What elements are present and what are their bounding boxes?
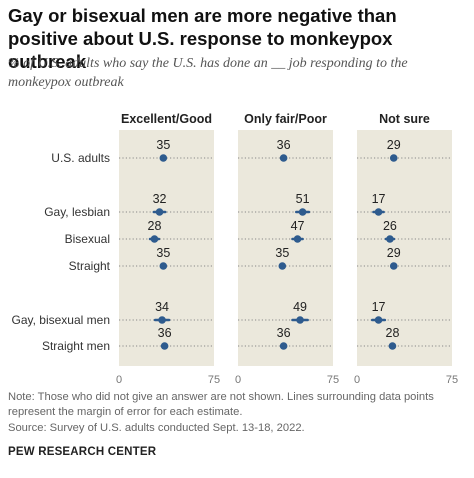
category-label: U.S. adults [51, 151, 110, 165]
panel-header: Only fair/Poor [244, 112, 327, 126]
data-point [296, 316, 304, 324]
data-label: 29 [387, 246, 401, 260]
data-point [388, 342, 397, 350]
panel-header: Excellent/Good [121, 112, 212, 126]
data-point [159, 154, 168, 162]
data-point [158, 316, 166, 324]
data-label: 47 [291, 219, 305, 233]
data-label: 34 [155, 300, 169, 314]
chart-title: Gay or bisexual men are more negative th… [8, 5, 397, 72]
data-point [279, 154, 288, 162]
panel-background [119, 130, 214, 366]
data-point [279, 342, 288, 350]
data-point [374, 316, 383, 324]
data-point [386, 235, 394, 243]
dot-plot-chart: Excellent/Good 0 75 Only fair/Poor 0 75 Not su… [12, 112, 459, 386]
panel-header: Not sure [379, 112, 430, 126]
x-tick-label: 75 [208, 374, 220, 386]
data-point [389, 262, 398, 270]
data-label: 32 [153, 192, 167, 206]
data-label: 49 [293, 300, 307, 314]
data-label: 29 [387, 138, 401, 152]
data-label: 35 [275, 246, 289, 260]
x-tick-label: 75 [446, 374, 458, 386]
data-point [389, 154, 398, 162]
data-point [298, 208, 307, 216]
x-tick-label: 75 [327, 374, 339, 386]
category-label: Straight men [42, 339, 110, 353]
data-label: 36 [277, 326, 291, 340]
x-tick-label: 0 [116, 374, 122, 386]
data-point [159, 262, 168, 270]
data-point [278, 262, 287, 270]
data-label: 17 [372, 300, 386, 314]
chart-subtitle: % of U.S. adults who say the U.S. has do… [8, 56, 408, 90]
category-label: Gay, lesbian [44, 205, 110, 219]
data-label: 51 [296, 192, 310, 206]
x-tick-label: 0 [235, 374, 241, 386]
data-point [374, 208, 383, 216]
data-label: 35 [156, 138, 170, 152]
category-label: Bisexual [65, 232, 110, 246]
category-label: Straight [69, 259, 111, 273]
panel-background [238, 130, 333, 366]
chart-source: Source: Survey of U.S. adults conducted … [8, 422, 305, 434]
data-label: 17 [372, 192, 386, 206]
data-point [155, 208, 164, 216]
data-label: 35 [156, 246, 170, 260]
data-point [293, 235, 302, 243]
data-point [160, 342, 169, 350]
brand-label: PEW RESEARCH CENTER [8, 446, 157, 458]
data-label: 36 [277, 138, 291, 152]
data-label: 36 [158, 326, 172, 340]
data-label: 28 [386, 326, 400, 340]
panel-background [357, 130, 452, 366]
x-tick-label: 0 [354, 374, 360, 386]
data-label: 26 [383, 219, 397, 233]
data-point [150, 235, 159, 243]
data-label: 28 [148, 219, 162, 233]
category-label: Gay, bisexual men [12, 313, 111, 327]
chart-note: Note: Those who did not give an answer a… [8, 391, 434, 418]
